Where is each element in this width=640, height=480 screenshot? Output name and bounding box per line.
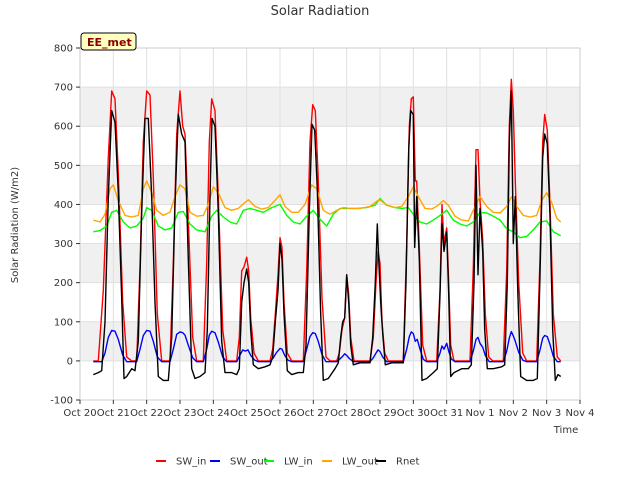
plot-band	[80, 48, 580, 88]
station-label: EE_met	[87, 36, 132, 49]
series-layer	[93, 78, 562, 382]
x-tick-label: Oct 22	[130, 408, 163, 419]
plot-band	[80, 165, 580, 205]
x-tick-label: Oct 30	[397, 408, 430, 419]
plot-band	[80, 360, 580, 400]
x-tick-label: Oct 28	[330, 408, 363, 419]
series-line-rnet	[93, 90, 562, 382]
chart-title: Solar Radiation	[271, 4, 370, 19]
plot-band	[80, 243, 580, 283]
plot-frame	[79, 47, 581, 401]
x-tick-label: Oct 23	[163, 408, 196, 419]
x-tick-label: Nov 3	[532, 408, 561, 419]
x-tick-label: Oct 29	[363, 408, 396, 419]
series-line-sw-out	[93, 329, 561, 363]
plot-band	[80, 321, 580, 361]
x-tick-label: Oct 26	[263, 408, 296, 419]
y-tick-label: 400	[54, 200, 73, 211]
y-tick-label: 200	[54, 278, 73, 289]
x-tick-label: Oct 24	[197, 408, 230, 419]
y-axis-label: Solar Radiation (W/m2)	[10, 167, 21, 283]
plot-band	[80, 126, 580, 166]
legend-label: LW_out	[342, 457, 378, 468]
legend-label: SW_in	[176, 457, 206, 468]
plot-band	[80, 87, 580, 127]
y-tick-label: 0	[67, 356, 73, 367]
y-tick-label: 800	[54, 44, 73, 55]
x-tick-label: Nov 1	[465, 408, 494, 419]
legend-label: LW_in	[284, 457, 313, 468]
x-tick-label: Nov 4	[565, 408, 594, 419]
y-tick-label: 600	[54, 122, 73, 133]
y-tick-label: 500	[54, 161, 73, 172]
y-tick-label: 100	[54, 317, 73, 328]
legend-label: SW_out	[230, 457, 268, 468]
legend-label: Rnet	[396, 457, 419, 468]
y-tick-label: 700	[54, 83, 73, 94]
y-tick-label: -100	[50, 396, 73, 407]
x-tick-label: Oct 25	[230, 408, 263, 419]
plot-band	[80, 204, 580, 244]
x-tick-label: Oct 21	[97, 408, 130, 419]
legend: SW_in SW_out LW_in LW_out Rnet	[156, 457, 419, 468]
x-tick-label: Oct 27	[297, 408, 330, 419]
x-axis-label: Time	[553, 425, 578, 436]
station-label-background	[80, 32, 137, 51]
station-label-box: EE_met	[80, 32, 137, 51]
x-tick-label: Oct 20	[63, 408, 96, 419]
series-line-lw-in	[93, 197, 562, 239]
y-tick-label: 300	[54, 239, 73, 250]
x-tick-label: Nov 2	[499, 408, 528, 419]
x-tick-label: Oct 31	[430, 408, 463, 419]
plot-band	[80, 282, 580, 322]
